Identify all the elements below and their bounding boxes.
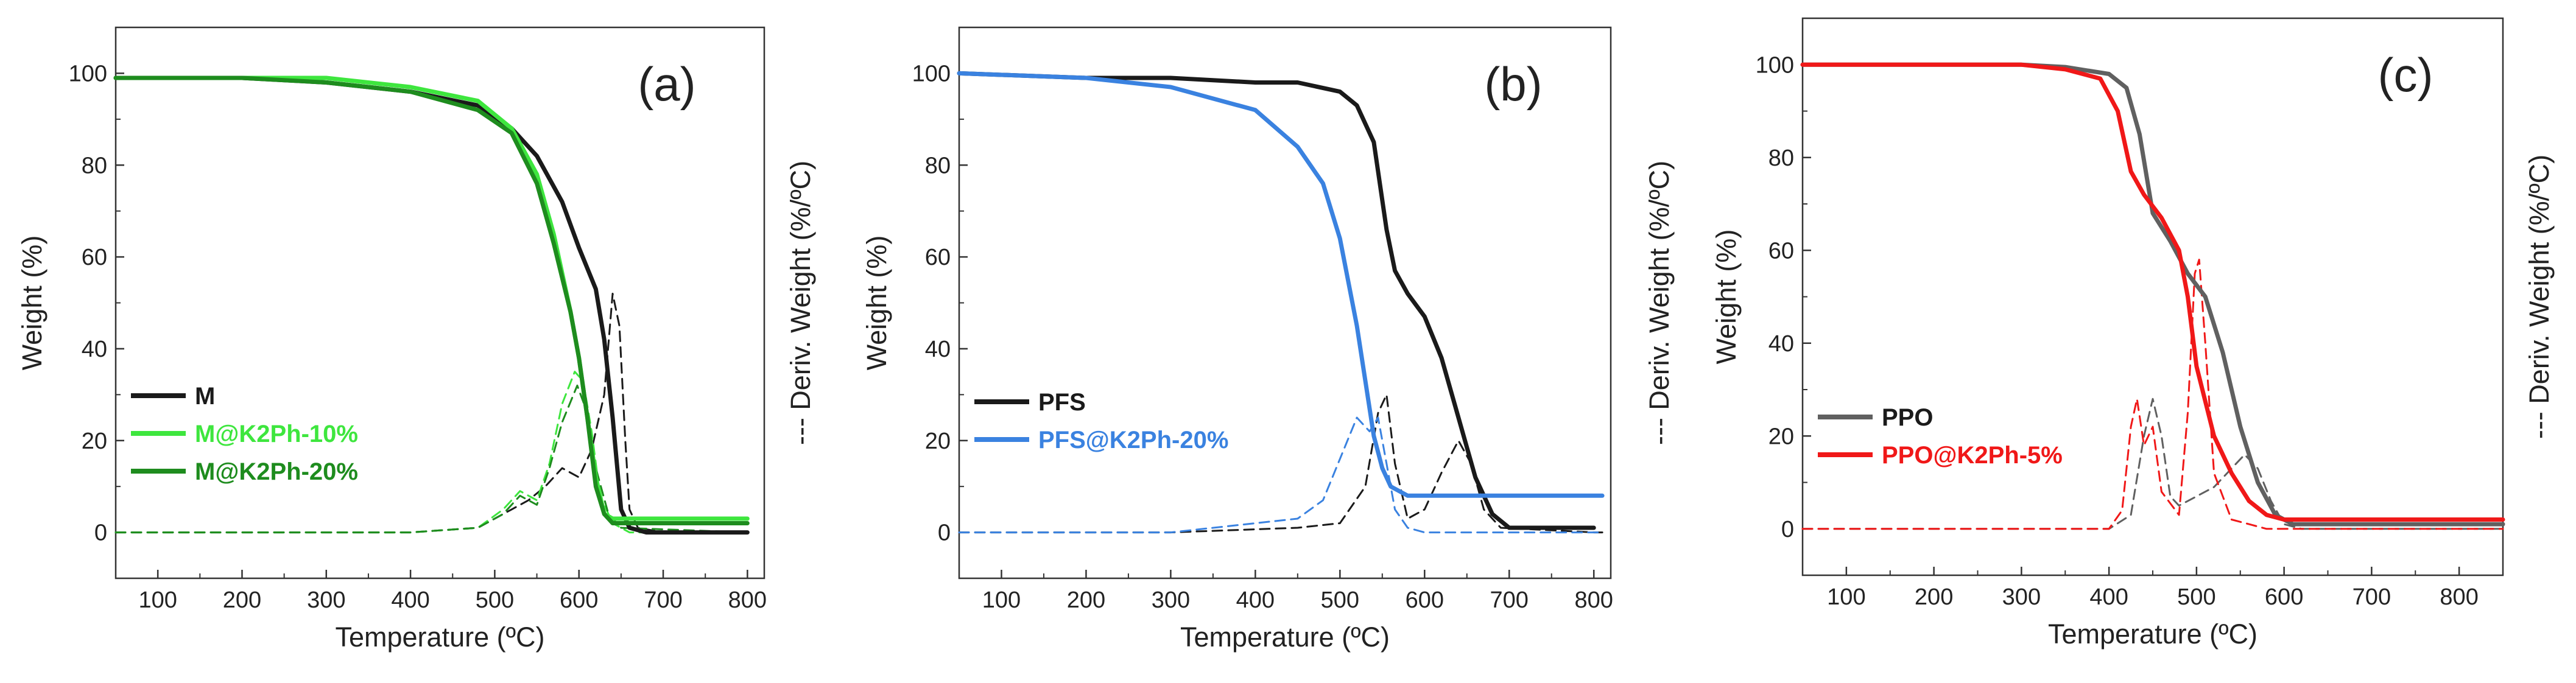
weight-line-pfs-k2ph-20-: [957, 71, 1605, 498]
x-tick-label: 100: [1827, 584, 1865, 610]
y-axis-title: Weight (%): [1711, 229, 1742, 365]
x-tick-label: 100: [138, 587, 177, 613]
x-tick-label: 400: [2089, 584, 2128, 610]
panel-label: (c): [2378, 48, 2433, 102]
x-tick-label: 800: [1575, 587, 1613, 613]
deriv-line-m-deriv-: [114, 292, 748, 534]
y-axis-title: Weight (%): [16, 236, 48, 371]
x-axis-title: Temperature (ºC): [2048, 618, 2258, 650]
y2-axis-title: --- Deriv. Weight (%/ºC): [785, 161, 816, 445]
x-tick-label: 300: [307, 587, 345, 613]
y2-axis-title: --- Deriv. Weight (%/ºC): [1644, 161, 1675, 445]
x-tick-label: 600: [2265, 584, 2303, 610]
weight-line-m-k2ph-20-: [113, 75, 750, 525]
y-tick-label: 0: [1781, 517, 1794, 542]
y-tick-label: 40: [1768, 331, 1794, 357]
y-tick-label: 100: [69, 61, 107, 86]
x-axis-title: Temperature (ºC): [1180, 622, 1390, 653]
y-tick-label: 80: [925, 153, 951, 178]
y-tick-label: 100: [1756, 52, 1794, 78]
legend-label: PFS: [1038, 389, 1086, 416]
weight-line-m-k2ph-10-: [113, 75, 750, 521]
y-tick-label: 60: [1768, 238, 1794, 264]
deriv-line-pfs-deriv-: [958, 393, 1603, 534]
x-tick-label: 700: [1490, 587, 1529, 613]
x-tick-label: 300: [1152, 587, 1190, 613]
x-tick-label: 600: [1406, 587, 1444, 613]
y-tick-label: 60: [82, 245, 107, 270]
x-tick-label: 200: [223, 587, 261, 613]
panel-label: (b): [1484, 57, 1542, 111]
chart-panel-c: 100 200 300 400 500 600 700 800 0 20 40 60 80 100 Temp…: [1711, 17, 2555, 650]
y-tick-label: 40: [925, 337, 951, 362]
x-tick-label: 200: [1067, 587, 1105, 613]
legend-label: PPO: [1882, 404, 1933, 431]
y-axis-title: Weight (%): [861, 236, 892, 371]
y-tick-label: 0: [94, 520, 107, 546]
x-tick-label: 700: [644, 587, 682, 613]
y-tick-label: 20: [82, 429, 107, 454]
deriv-line-ppo-k2ph-5-deriv-: [1801, 259, 2504, 530]
x-tick-label: 400: [391, 587, 429, 613]
y-tick-label: 20: [1768, 424, 1794, 449]
y-tick-label: 100: [912, 61, 951, 86]
x-tick-label: 300: [2002, 584, 2041, 610]
x-tick-label: 600: [560, 587, 598, 613]
y-tick-label: 80: [82, 153, 107, 178]
y-tick-label: 0: [938, 520, 951, 546]
x-tick-label: 800: [728, 587, 767, 613]
legend-label: M@K2Ph-10%: [195, 421, 358, 447]
legend-label: PFS@K2Ph-20%: [1038, 427, 1228, 454]
deriv-line-ppo-deriv-: [1801, 398, 2504, 530]
y2-axis-title: --- Deriv. Weight (%/ºC): [2524, 155, 2555, 439]
y-tick-label: 20: [925, 429, 951, 454]
deriv-line-m-k2ph-20-deriv-: [114, 384, 748, 534]
y-tick-label: 80: [1768, 145, 1794, 171]
x-tick-label: 500: [2177, 584, 2215, 610]
x-tick-label: 100: [982, 587, 1021, 613]
plot-frame: [1801, 17, 2504, 576]
x-tick-label: 200: [1915, 584, 1953, 610]
weight-line-pfs: [957, 71, 1596, 530]
panel-label: (a): [638, 57, 695, 111]
x-tick-label: 700: [2353, 584, 2391, 610]
x-axis-title: Temperature (ºC): [335, 622, 544, 653]
chart-panel-b: 100 200 300 400 500 600 700 800 0 20 40 60 80 100 Temp…: [861, 26, 1675, 653]
x-tick-label: 400: [1236, 587, 1275, 613]
x-tick-label: 800: [2440, 584, 2478, 610]
legend-label: M@K2Ph-20%: [195, 458, 358, 485]
y-tick-label: 60: [925, 245, 951, 270]
x-tick-label: 500: [1321, 587, 1359, 613]
x-tick-label: 500: [476, 587, 514, 613]
weight-line-ppo-k2ph-5-: [1800, 62, 2505, 522]
legend-label: PPO@K2Ph-5%: [1882, 442, 2063, 469]
deriv-line-pfs-k2ph-20-deriv-: [958, 416, 1603, 534]
chart-panel-a: 100 200 300 400 500 600 700 800 0 20 40 60 80 100 Temp…: [16, 26, 816, 653]
y-tick-label: 40: [82, 337, 107, 362]
legend-label: M: [195, 383, 215, 410]
